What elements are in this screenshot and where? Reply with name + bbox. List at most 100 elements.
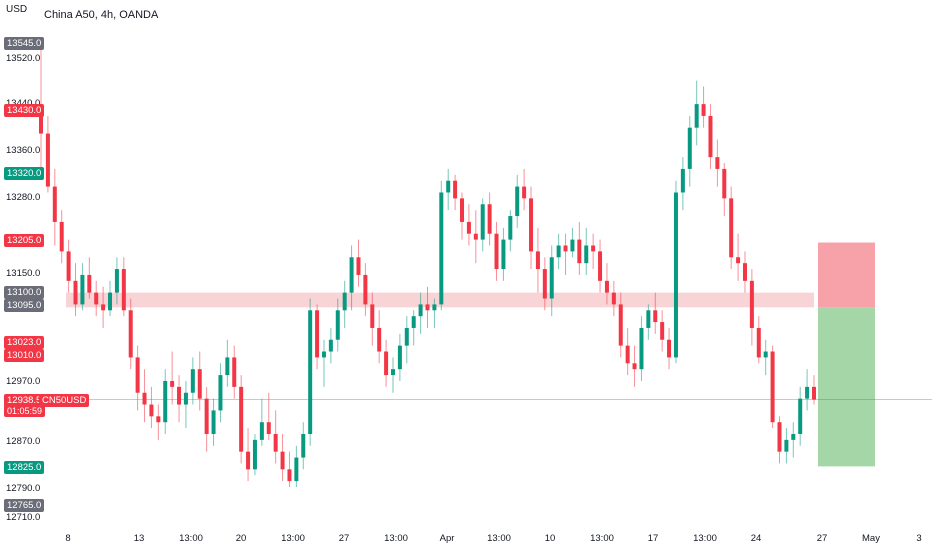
candle-body bbox=[121, 269, 126, 311]
candle-body bbox=[584, 245, 589, 264]
price-tag-zone-top: 13100.0 bbox=[4, 286, 45, 299]
candle-body bbox=[812, 386, 816, 400]
candle-body bbox=[114, 269, 119, 293]
candle-body bbox=[308, 310, 313, 434]
take-profit-zone bbox=[818, 307, 875, 467]
candle-body bbox=[287, 469, 292, 482]
candle-body bbox=[598, 251, 603, 281]
candle-body bbox=[335, 310, 340, 340]
time-label: 17 bbox=[647, 533, 659, 544]
candle-body bbox=[577, 239, 582, 264]
candle-body bbox=[52, 186, 57, 222]
candle-body bbox=[59, 221, 64, 252]
candle-body bbox=[135, 357, 140, 393]
candle-body bbox=[266, 422, 271, 434]
candle-body bbox=[549, 257, 554, 299]
candle-body bbox=[494, 233, 499, 270]
candle-body bbox=[798, 398, 803, 434]
candle-body bbox=[708, 115, 713, 158]
symbol-title[interactable]: China A50, 4h, OANDA bbox=[44, 9, 159, 21]
candle-body bbox=[632, 363, 637, 370]
candle-body bbox=[370, 304, 375, 328]
candle-body bbox=[625, 345, 630, 364]
time-label: 13:00 bbox=[590, 533, 614, 544]
candle-body bbox=[487, 204, 492, 234]
candle-body bbox=[763, 351, 768, 358]
candle-body bbox=[439, 192, 444, 305]
candle-body bbox=[232, 357, 237, 387]
candle-body bbox=[770, 351, 775, 423]
candle-body bbox=[177, 386, 182, 405]
candle-body bbox=[805, 386, 810, 399]
candle-body bbox=[87, 274, 92, 293]
candle-body bbox=[384, 351, 389, 376]
price-tick: 13360.0 bbox=[6, 145, 41, 156]
candle-body bbox=[591, 245, 596, 252]
candle-body bbox=[101, 304, 106, 311]
candle-body bbox=[680, 168, 685, 193]
candle-body bbox=[508, 216, 513, 240]
time-label: 3 bbox=[916, 533, 922, 544]
candle-body bbox=[204, 398, 209, 434]
price-tick: 13440.0 bbox=[6, 98, 40, 109]
price-tag-zone-bot: 13095.0 bbox=[4, 299, 45, 312]
candle-body bbox=[163, 380, 168, 423]
candle-body bbox=[460, 198, 465, 222]
price-tick: 12870.0 bbox=[6, 436, 41, 447]
time-label: 27 bbox=[816, 533, 828, 544]
candle-body bbox=[611, 292, 616, 305]
candle-body bbox=[280, 451, 285, 470]
candle-body bbox=[646, 310, 651, 328]
candle-body bbox=[190, 369, 195, 393]
candle-body bbox=[556, 245, 561, 258]
time-label: 13:00 bbox=[487, 533, 511, 544]
candle-body bbox=[639, 327, 644, 370]
candle-body bbox=[252, 439, 257, 470]
price-tag: 13023.0 bbox=[4, 336, 45, 349]
candle-body bbox=[66, 251, 71, 281]
time-label: 13:00 bbox=[384, 533, 408, 544]
price-tick: 13520.0 bbox=[6, 53, 41, 64]
candle-body bbox=[480, 204, 485, 240]
price-tick: 13150.0 bbox=[6, 268, 41, 279]
candle-body bbox=[259, 422, 264, 440]
price-tag-target: 12825.0 bbox=[4, 461, 45, 474]
candle-body bbox=[756, 327, 761, 358]
candle-body bbox=[80, 274, 85, 305]
price-tick: 12710.0 bbox=[6, 512, 41, 523]
candle-body bbox=[694, 104, 699, 128]
candle-body bbox=[501, 239, 506, 270]
currency-label: USD bbox=[6, 4, 28, 15]
candle-body bbox=[315, 310, 320, 358]
current-price-tag: 12938.5 bbox=[4, 394, 45, 407]
candle-body bbox=[197, 369, 202, 399]
candle-body bbox=[715, 157, 720, 169]
stop-loss-zone bbox=[818, 242, 875, 308]
time-label: Apr bbox=[439, 533, 455, 544]
candle-body bbox=[466, 221, 471, 234]
candle-body bbox=[349, 257, 354, 293]
price-tick: 12970.0 bbox=[6, 376, 41, 387]
time-label: May bbox=[862, 533, 880, 544]
candle-body bbox=[687, 127, 692, 169]
candle-body bbox=[446, 180, 451, 193]
candle-body bbox=[246, 451, 251, 470]
candle-body bbox=[39, 110, 43, 134]
time-label: 13:00 bbox=[281, 533, 305, 544]
candle-body bbox=[777, 422, 782, 452]
candle-body bbox=[570, 239, 575, 252]
candle-body bbox=[328, 339, 333, 352]
candle-body bbox=[149, 404, 154, 417]
candle-body bbox=[142, 392, 147, 405]
candle-body bbox=[411, 316, 416, 328]
bar-countdown: 01:05:59 bbox=[4, 405, 46, 417]
candle-body bbox=[183, 392, 188, 405]
candle-body bbox=[211, 410, 216, 434]
candle-body bbox=[542, 269, 547, 299]
price-tick: 13280.0 bbox=[6, 192, 41, 203]
price-tag-low: 12765.0 bbox=[4, 499, 45, 512]
candle-body bbox=[301, 433, 306, 458]
candle-body bbox=[736, 257, 741, 264]
